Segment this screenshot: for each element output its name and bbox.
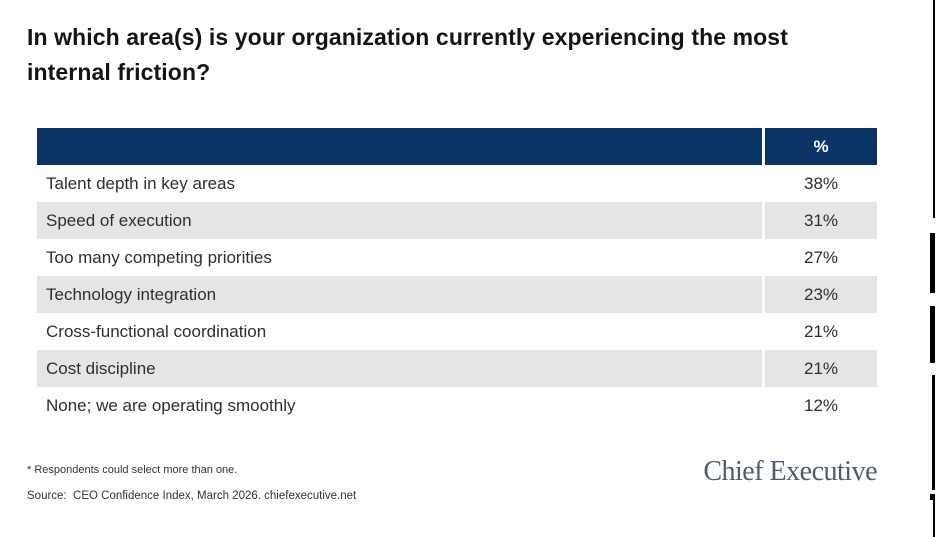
chief-executive-logo: Chief Executive: [703, 456, 877, 487]
table-row: Too many competing priorities 27%: [37, 239, 877, 276]
right-edge-artifact: [933, 0, 935, 218]
column-divider: [762, 387, 765, 424]
footnote-multiselect: * Respondents could select more than one…: [27, 464, 238, 476]
right-edge-artifact: [933, 500, 935, 537]
right-edge-artifact: [930, 494, 935, 500]
row-value: 21%: [765, 350, 877, 387]
column-divider: [762, 128, 765, 165]
footnote-source: Source: CEO Confidence Index, March 2026…: [27, 490, 357, 502]
header-percent-cell: %: [765, 128, 877, 165]
row-label: Speed of execution: [37, 202, 762, 239]
row-label: Too many competing priorities: [46, 248, 272, 267]
row-value: 23%: [765, 276, 877, 313]
right-edge-artifact: [932, 375, 935, 490]
row-value: 12%: [803, 396, 839, 415]
table-row: Technology integration 23%: [37, 276, 877, 313]
table-row: Talent depth in key areas 38%: [37, 165, 877, 202]
table-body: Talent depth in key areas 38% Speed of exe…: [37, 165, 877, 424]
results-table: % Talent depth in key areas 38% Speed of e…: [37, 128, 877, 424]
row-label: Technology integration: [37, 276, 762, 313]
column-divider: [762, 350, 765, 387]
row-value: 21%: [803, 322, 839, 341]
column-divider: [762, 276, 765, 313]
row-label: Cross-functional coordination: [46, 322, 267, 341]
row-value: 38%: [803, 174, 839, 193]
column-divider: [762, 313, 765, 350]
row-value: 27%: [803, 248, 839, 267]
row-label: None; we are operating smoothly: [46, 396, 296, 415]
table-row: Cross-functional coordination 21%: [37, 313, 877, 350]
row-label: Cost discipline: [37, 350, 762, 387]
row-label: Talent depth in key areas: [46, 174, 236, 193]
right-edge-artifact: [930, 306, 935, 363]
header-area-cell: [37, 128, 762, 165]
column-divider: [762, 165, 765, 202]
right-edge-artifact: [930, 233, 935, 293]
page-title: In which area(s) is your organization cu…: [27, 24, 788, 85]
row-value: 31%: [765, 202, 877, 239]
table-row: None; we are operating smoothly 12%: [37, 387, 877, 424]
column-divider: [762, 239, 765, 276]
table-header-row: %: [37, 128, 877, 165]
column-divider: [762, 202, 765, 239]
table-row: Speed of execution 31%: [37, 202, 877, 239]
table-row: Cost discipline 21%: [37, 350, 877, 387]
